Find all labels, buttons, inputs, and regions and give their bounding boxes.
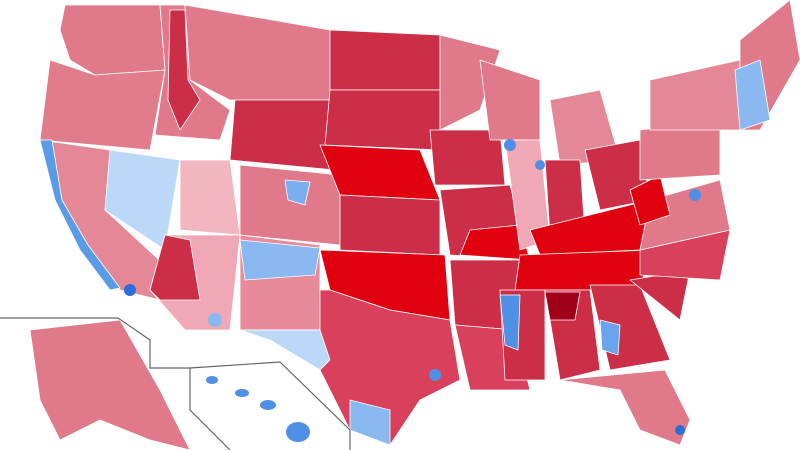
new-mexico-north: [239, 239, 321, 281]
utah: [179, 159, 241, 236]
washington: [59, 4, 166, 76]
inset-border: [189, 361, 351, 450]
georgia-east: [599, 319, 621, 356]
colorado: [239, 164, 341, 246]
oregon: [39, 59, 166, 151]
inset-borders: [0, 317, 351, 450]
colorado-metro: [284, 179, 311, 206]
urban-area: [208, 313, 222, 327]
montana: [184, 4, 331, 101]
hawaii-island: [206, 376, 218, 384]
alaska: [29, 319, 191, 450]
urban-area: [689, 189, 701, 201]
urban-area: [535, 160, 545, 170]
tennessee: [514, 249, 651, 291]
arizona-west: [149, 234, 201, 301]
urban-area: [675, 425, 685, 435]
kansas: [339, 194, 441, 256]
south-dakota: [324, 89, 441, 151]
hawaii-island: [235, 389, 249, 397]
wyoming: [229, 99, 336, 171]
west-virginia: [629, 174, 671, 226]
urban-areas: [124, 139, 701, 435]
wisconsin: [479, 59, 541, 141]
north-dakota: [329, 29, 441, 91]
minnesota: [439, 34, 501, 131]
urban-area: [124, 284, 136, 296]
hawaii-island: [260, 400, 276, 410]
texas-south: [349, 399, 391, 446]
california-coast: [39, 139, 121, 291]
hawaii-island: [286, 422, 310, 442]
inset-border: [0, 317, 231, 450]
urban-area: [504, 139, 516, 151]
mississippi-delta: [499, 294, 521, 351]
new-england-south: [734, 59, 771, 131]
new-york: [649, 59, 741, 131]
hawaii: [206, 376, 310, 442]
urban-area: [429, 369, 441, 381]
florida: [559, 369, 691, 446]
states: [29, 0, 800, 450]
texas-west: [239, 329, 331, 371]
alabama-north: [544, 291, 581, 321]
